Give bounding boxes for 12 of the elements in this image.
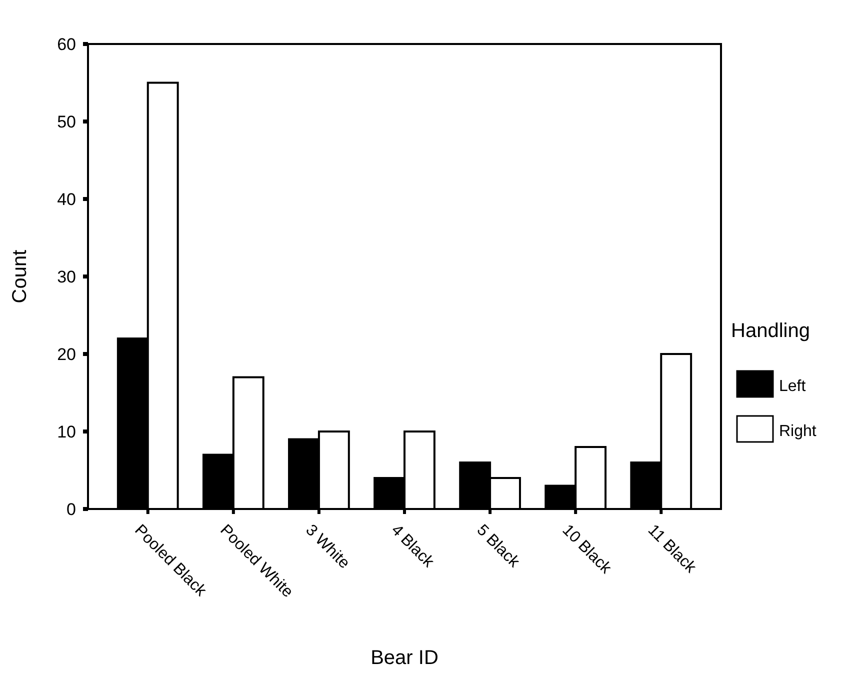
y-tick-label: 50 bbox=[57, 112, 76, 132]
y-tick-label: 30 bbox=[57, 267, 76, 286]
legend-label: Left bbox=[779, 378, 806, 395]
legend-label: Right bbox=[779, 422, 817, 440]
y-tick-label: 40 bbox=[57, 190, 76, 209]
y-tick-label: 60 bbox=[57, 34, 76, 54]
y-tick-label: 0 bbox=[66, 500, 76, 519]
x-axis-title: Bear ID bbox=[370, 647, 438, 669]
y-tick-label: 20 bbox=[57, 344, 76, 364]
legend-title: Handling bbox=[731, 320, 810, 342]
y-tick-label: 10 bbox=[57, 422, 76, 442]
y-axis-title: Count bbox=[9, 249, 31, 304]
